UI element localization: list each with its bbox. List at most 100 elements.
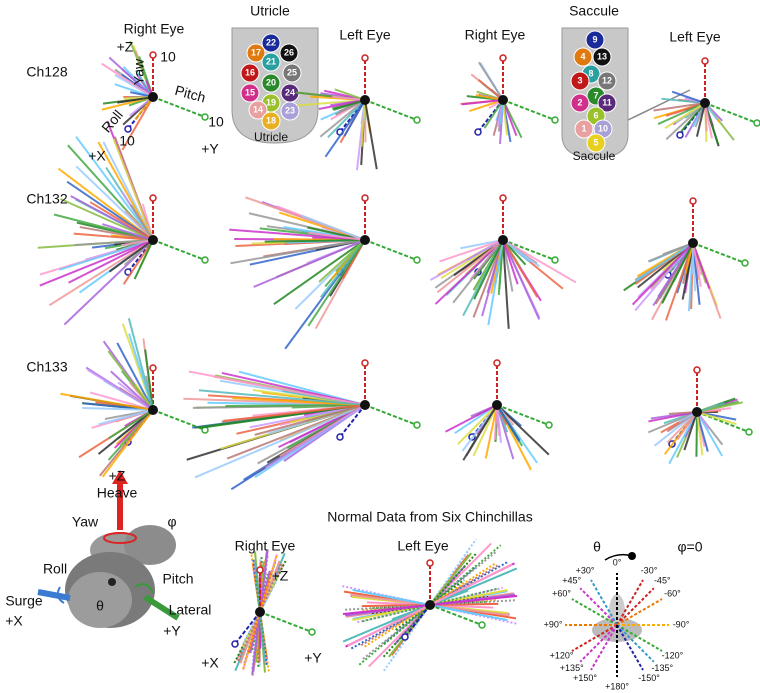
vector: [502, 239, 519, 285]
axis-end: [753, 119, 760, 127]
polar-key: 0° -30° +30° -45° +45° -60° +60° -90° +90° -120° +…: [544, 557, 690, 691]
vector: [483, 99, 504, 129]
direction-arrow: [579, 587, 618, 626]
axis-end: [478, 621, 486, 629]
animal-label: Heave: [97, 485, 138, 501]
utricle-title: Utricle: [250, 3, 290, 19]
axis-end: [474, 128, 482, 136]
vector: [308, 231, 366, 241]
direction-arrow: [579, 624, 618, 663]
vector: [496, 404, 521, 442]
electrode: [586, 133, 606, 153]
vector: [496, 404, 550, 456]
vector: [484, 404, 498, 459]
vector: [445, 404, 498, 433]
vector: [502, 239, 510, 329]
angle-label: +60°: [552, 588, 571, 598]
vector: [469, 99, 504, 113]
electrode: [573, 47, 593, 67]
electrode-number: 15: [245, 87, 255, 97]
vector: [494, 239, 504, 286]
origin: [148, 92, 158, 102]
axis: [364, 404, 418, 426]
vector: [108, 56, 154, 98]
origin: [148, 235, 158, 245]
vector: [332, 95, 366, 101]
electrode-number: 23: [285, 105, 295, 115]
axis: [339, 404, 366, 438]
angle-label: -45°: [654, 576, 671, 586]
axis-label: +Y: [304, 650, 322, 666]
axis: [364, 239, 418, 261]
vector: [59, 239, 154, 271]
electrode-number: 3: [577, 75, 582, 85]
electrode-number: 20: [266, 77, 276, 87]
vector: [73, 232, 154, 241]
vector: [60, 198, 154, 241]
angle-label: -135°: [651, 663, 673, 673]
axis-end: [149, 364, 157, 372]
vector: [692, 242, 702, 287]
column-label: Right Eye: [235, 538, 296, 554]
vector: [657, 242, 694, 298]
axis: [152, 96, 206, 118]
electrode-number: 26: [284, 47, 294, 57]
vector: [502, 239, 541, 320]
vector: [647, 242, 694, 263]
origin: [498, 95, 508, 105]
origin: [360, 400, 370, 410]
vector: [477, 78, 504, 101]
vector: [110, 370, 154, 411]
axis-label: +Z: [272, 568, 289, 584]
axis-scale: 10: [119, 133, 135, 149]
electrode-number: 9: [592, 34, 597, 44]
vector: [254, 404, 366, 436]
vector: [429, 239, 504, 281]
axis-end: [676, 131, 684, 139]
direction-arrow: [571, 624, 618, 652]
electrode-number: 1: [581, 123, 586, 133]
angle-label: +30°: [576, 566, 595, 576]
vector: [692, 242, 711, 289]
electrode: [279, 43, 299, 63]
vector: [461, 99, 504, 106]
electrode-number: 12: [602, 75, 612, 85]
axis-end: [336, 433, 344, 441]
angle-label: -60°: [664, 588, 681, 598]
angle-label: +180°: [605, 681, 629, 691]
vector: [101, 409, 154, 478]
electrode: [585, 30, 605, 50]
vector: [671, 90, 706, 104]
chinchilla: [37, 470, 180, 628]
vector: [39, 239, 154, 287]
vector: [436, 239, 504, 294]
animal-label: φ: [167, 514, 176, 530]
saccule-title: Saccule: [569, 3, 619, 19]
direction-arrow: [616, 624, 655, 663]
axis-label: Yaw: [131, 58, 147, 85]
vector: [273, 239, 366, 306]
vector: [264, 239, 366, 243]
vector: [696, 411, 704, 456]
electrode-number: 14: [253, 104, 263, 114]
axis-scale: 10: [160, 49, 176, 65]
axis-end: [361, 54, 369, 62]
vector: [122, 239, 154, 285]
vector: [665, 102, 706, 141]
axis-label: +Y: [201, 141, 219, 157]
vector: [502, 99, 518, 137]
axis-end: [413, 256, 421, 264]
origin: [498, 235, 508, 245]
vector: [362, 550, 498, 660]
direction-arrow: [616, 587, 655, 626]
electrode-number: 13: [597, 51, 607, 61]
vector: [334, 88, 366, 101]
axis-end: [308, 628, 316, 636]
vector: [665, 242, 694, 321]
origin: [360, 235, 370, 245]
vector: [188, 370, 366, 406]
vector: [89, 201, 154, 241]
electrode-number: 18: [266, 115, 276, 125]
vector: [116, 342, 154, 411]
axis-end: [413, 116, 421, 124]
